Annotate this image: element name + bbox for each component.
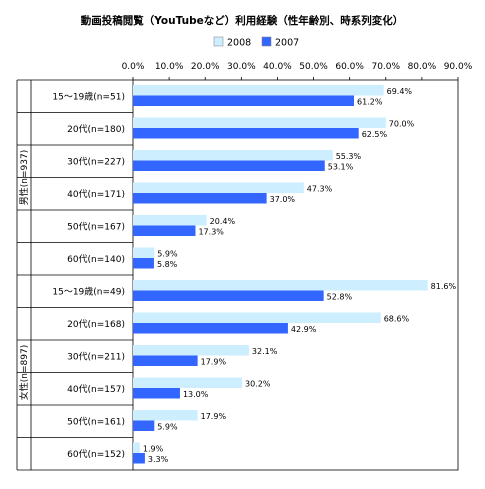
bar-2008 — [133, 247, 155, 258]
category-label: 20代(n=168) — [67, 319, 125, 330]
x-tick-label: 30.0% — [227, 62, 256, 72]
group-label: 男性(n=937) — [18, 150, 30, 205]
bar-2007 — [133, 225, 196, 236]
bars: 69.4% 61.2% 70.0%62.5% 55.3% 53.1% 47.3% 37.0%… — [133, 85, 456, 464]
category-label: 20代(n=180) — [67, 124, 125, 135]
bar-2007 — [133, 388, 180, 399]
data-label-2008: 17.9% — [201, 412, 227, 421]
data-label-2007: 5.9% — [157, 423, 178, 432]
bar-2008 — [133, 377, 243, 388]
bar-2007 — [133, 193, 267, 204]
x-tick-label: 0.0% — [122, 62, 145, 72]
legend-label-2007: 2007 — [275, 38, 299, 49]
data-label-2008: 55.3% — [336, 152, 362, 161]
bar-2007 — [133, 453, 145, 464]
data-label-2008: 47.3% — [307, 185, 333, 194]
data-label-2007: 13.0% — [183, 390, 209, 399]
data-label-2007: 17.3% — [198, 228, 224, 237]
bar-2008 — [133, 85, 384, 96]
category-labels: 15〜19歳(n=51) 20代(n=180) 30代(n=227) 40代(n=17… — [16, 79, 133, 471]
data-label-2007: 42.9% — [291, 325, 317, 334]
data-label-2008: 68.6% — [384, 315, 410, 324]
category-label: 15〜19歳(n=51) — [52, 90, 125, 102]
category-label: 40代(n=171) — [67, 189, 125, 200]
category-label: 50代(n=161) — [67, 416, 125, 427]
x-tick-label: 80.0% — [408, 62, 437, 72]
bar-2007 — [133, 128, 359, 139]
data-label-2008: 32.1% — [252, 347, 278, 356]
bar-2007 — [133, 290, 324, 301]
bar-2008 — [133, 280, 428, 291]
x-tick-label: 60.0% — [335, 62, 364, 72]
x-axis: 0.0% 10.0% 20.0% 30.0% 40.0% 50.0% 60.0% 70.0% 8… — [122, 62, 473, 80]
bar-2007 — [133, 258, 154, 269]
data-label-2007: 3.3% — [148, 455, 169, 464]
data-label-2007: 62.5% — [362, 130, 388, 139]
x-tick-label: 70.0% — [371, 62, 400, 72]
legend: 2008 2007 — [213, 36, 299, 49]
data-label-2008: 81.6% — [431, 282, 457, 291]
bar-2008 — [133, 312, 381, 323]
x-tick-label: 20.0% — [191, 62, 220, 72]
bar-2008 — [133, 442, 140, 453]
bar-2007 — [133, 95, 354, 106]
bar-2007 — [133, 355, 198, 366]
data-label-2008: 30.2% — [245, 380, 271, 389]
data-label-2008: 1.9% — [143, 445, 164, 454]
group-labels: 男性(n=937) 女性(n=897) — [18, 150, 30, 400]
category-label: 60代(n=152) — [67, 449, 125, 460]
data-label-2007: 17.9% — [201, 358, 227, 367]
category-label: 15〜19歳(n=49) — [52, 285, 125, 297]
legend-label-2008: 2008 — [227, 38, 251, 49]
x-tick-label: 40.0% — [263, 62, 292, 72]
category-label: 30代(n=211) — [67, 351, 125, 362]
data-label-2007: 53.1% — [328, 163, 354, 172]
bar-2007 — [133, 160, 325, 171]
category-label: 40代(n=157) — [67, 384, 125, 395]
bar-2007 — [133, 420, 155, 431]
data-label-2007: 5.8% — [157, 260, 178, 269]
x-tick-label: 90.0% — [444, 62, 473, 72]
bar-2008 — [133, 150, 333, 161]
bar-2008 — [133, 182, 304, 193]
x-tick-label: 50.0% — [299, 62, 328, 72]
data-label-2007: 37.0% — [270, 195, 296, 204]
category-label: 60代(n=140) — [67, 254, 125, 265]
bar-2008 — [133, 215, 207, 226]
chart-title: 動画投稿閲覧（YouTubeなど）利用経験（性年齢別、時系列変化） — [81, 14, 403, 27]
bar-2008 — [133, 410, 198, 421]
bar-2008 — [133, 117, 386, 128]
data-label-2008: 5.9% — [157, 250, 178, 259]
data-label-2008: 20.4% — [210, 217, 236, 226]
data-label-2008: 70.0% — [389, 120, 415, 129]
category-label: 50代(n=167) — [67, 221, 125, 232]
legend-swatch-2007 — [261, 36, 272, 47]
data-label-2007: 61.2% — [357, 98, 383, 107]
legend-swatch-2008 — [213, 36, 224, 47]
data-label-2008: 69.4% — [387, 87, 413, 96]
category-label: 30代(n=227) — [67, 156, 125, 167]
bar-2008 — [133, 345, 249, 356]
group-label: 女性(n=897) — [18, 345, 30, 400]
bar-2007 — [133, 323, 288, 334]
data-label-2007: 52.8% — [327, 293, 353, 302]
x-tick-label: 10.0% — [155, 62, 184, 72]
